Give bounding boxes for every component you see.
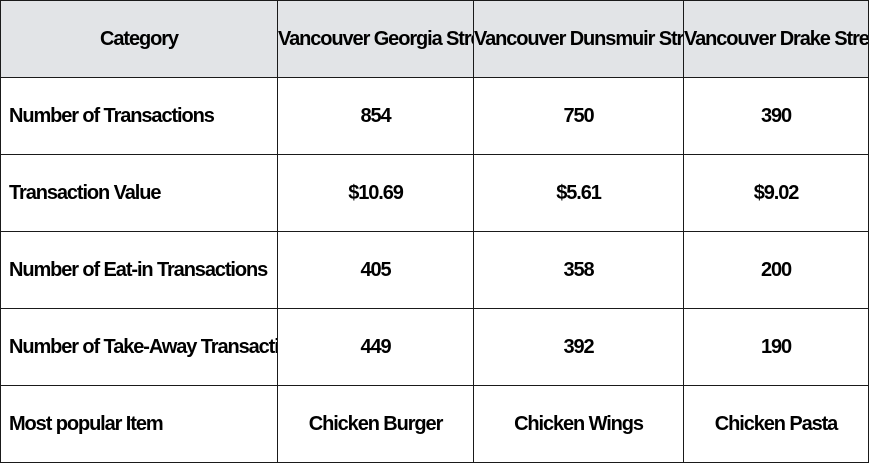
table-cell: $9.02 xyxy=(683,154,869,232)
table-cell: 358 xyxy=(473,231,684,309)
header-cell-dunsmuir-street: Vancouver Dunsmuir Street xyxy=(473,0,684,78)
table-row: Most popular Item Chicken Burger Chicken… xyxy=(0,385,869,463)
table-row: Number of Transactions 854 750 390 xyxy=(0,77,869,155)
table-cell: 854 xyxy=(277,77,474,155)
table-cell: Chicken Wings xyxy=(473,385,684,463)
table-cell: Chicken Pasta xyxy=(683,385,869,463)
table-cell: 392 xyxy=(473,308,684,386)
header-cell-georgia-street: Vancouver Georgia Street xyxy=(277,0,474,78)
table-cell: 200 xyxy=(683,231,869,309)
table-row: Number of Take-Away Transactions 449 392… xyxy=(0,308,869,386)
row-label: Number of Eat-in Transactions xyxy=(0,231,278,309)
row-label: Number of Transactions xyxy=(0,77,278,155)
table-row: Transaction Value $10.69 $5.61 $9.02 xyxy=(0,154,869,232)
table-cell: 390 xyxy=(683,77,869,155)
table-cell: 750 xyxy=(473,77,684,155)
header-row: Category Vancouver Georgia Street Vancou… xyxy=(0,0,869,78)
table-cell: 405 xyxy=(277,231,474,309)
table-row: Number of Eat-in Transactions 405 358 20… xyxy=(0,231,869,309)
table-cell: 449 xyxy=(277,308,474,386)
row-label: Transaction Value xyxy=(0,154,278,232)
table-cell: $10.69 xyxy=(277,154,474,232)
table-cell: Chicken Burger xyxy=(277,385,474,463)
header-cell-drake-street: Vancouver Drake Street xyxy=(683,0,869,78)
table-cell: 190 xyxy=(683,308,869,386)
table-cell: $5.61 xyxy=(473,154,684,232)
row-label: Number of Take-Away Transactions xyxy=(0,308,278,386)
header-cell-category: Category xyxy=(0,0,278,78)
row-label: Most popular Item xyxy=(0,385,278,463)
